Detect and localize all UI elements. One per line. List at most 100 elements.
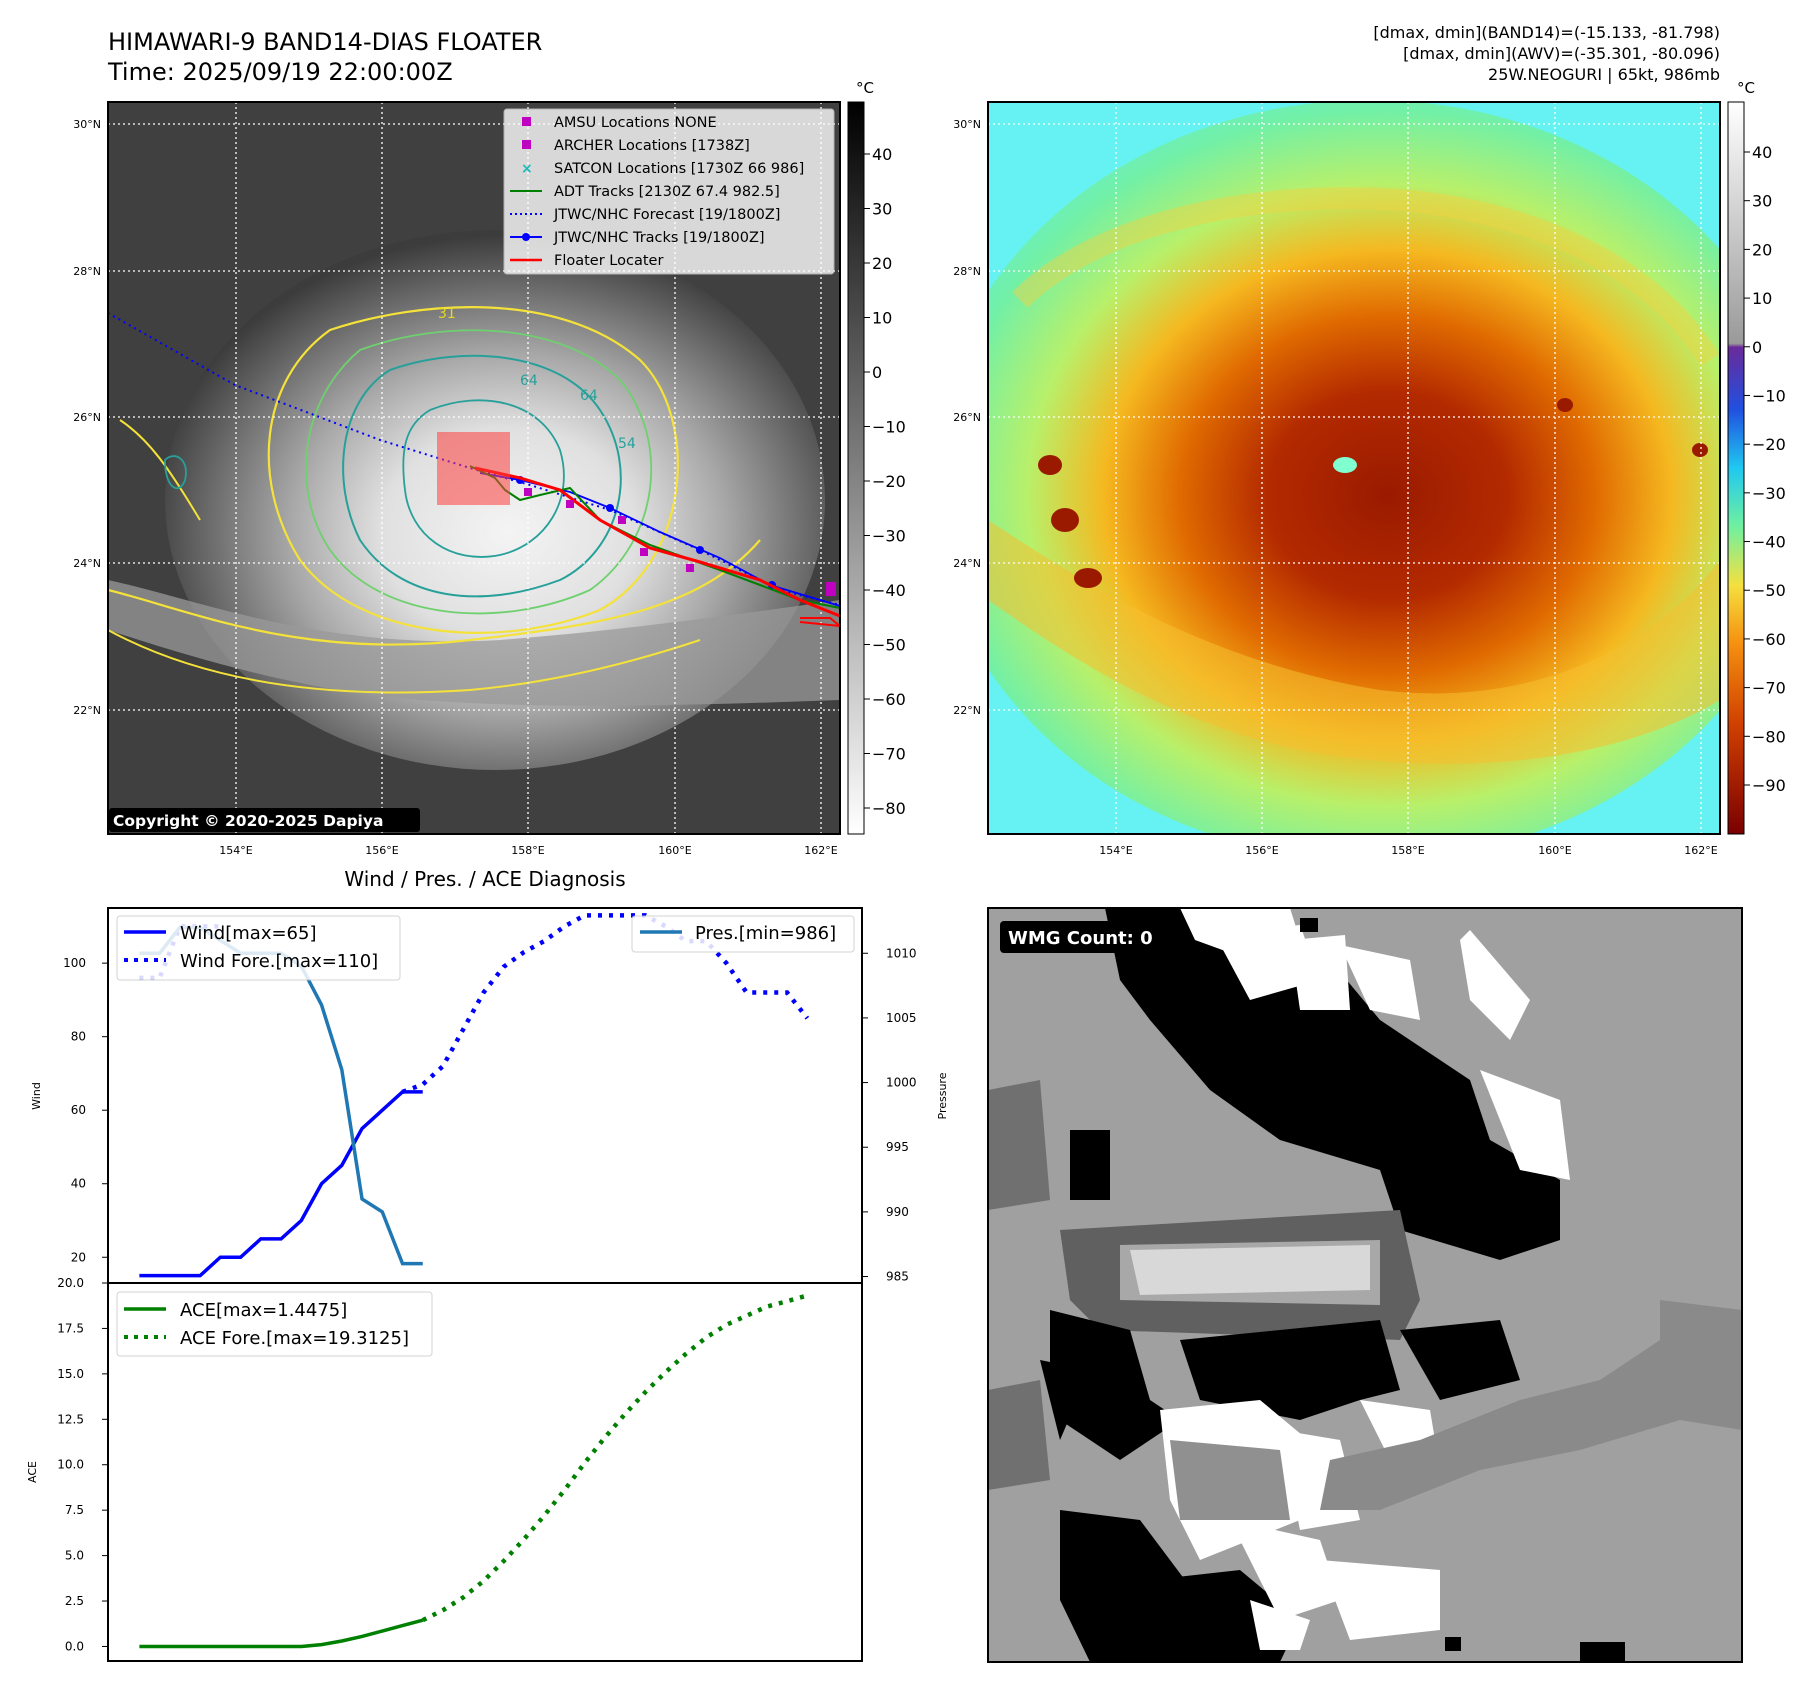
contour-label-54: 54 [618, 436, 636, 452]
ace-tick-label: 20.0 [57, 1276, 84, 1290]
awv-map-panel: 30°N 28°N 26°N 24°N 22°N 154°E 156°E 158… [953, 101, 1721, 857]
lat-30: 30°N [73, 118, 101, 131]
gray-colorbar-tick-label: −60 [872, 690, 906, 709]
legend-amsu-icon [522, 117, 531, 126]
color-colorbar-tick-label: −60 [1752, 630, 1786, 649]
ace-tick-label: 0.0 [65, 1639, 84, 1653]
wind-axis-label: Wind [30, 1082, 43, 1110]
series-wind-line [139, 1090, 423, 1278]
map-gridlines [108, 102, 840, 834]
legend-satcon-icon: × [521, 161, 533, 177]
ace-tick-label: 15.0 [57, 1367, 84, 1381]
lat-28: 28°N [73, 265, 101, 278]
pressure-tick-label: 1005 [886, 1011, 917, 1025]
wmg-right-band [1320, 1300, 1742, 1510]
color-colorbar-tick-label: −40 [1752, 533, 1786, 552]
color-colorbar-tick-label: −70 [1752, 679, 1786, 698]
gray-colorbar-tick-label: −80 [872, 799, 906, 818]
wind-tick-label: 60 [71, 1103, 86, 1117]
gray-colorbar-tick-label: 10 [872, 309, 892, 328]
color-colorbar-tick-label: −30 [1752, 484, 1786, 503]
wind-tick-label: 100 [63, 956, 86, 970]
color-colorbar-tick-label: −90 [1752, 776, 1786, 795]
diagnosis-title: Wind / Pres. / ACE Diagnosis [344, 867, 625, 891]
gray-colorbar-tick-label: 20 [872, 254, 892, 273]
awv-lat-24: 24°N [953, 557, 981, 570]
lat-24: 24°N [73, 557, 101, 570]
contour-green [305, 329, 653, 615]
floater-locater-track [474, 466, 840, 618]
lon-160: 160°E [658, 844, 691, 857]
legend-floater: Floater Locater [554, 253, 663, 269]
color-colorbar-tick-label: 40 [1752, 143, 1772, 162]
ace-legend: ACE[max=1.4475] ACE Fore.[max=19.3125] [116, 1291, 433, 1357]
wind-legend: Wind[max=65] Wind Fore.[max=110] [116, 915, 401, 981]
wind-tick-label: 80 [71, 1030, 86, 1044]
color-colorbar-tick-label: −10 [1752, 386, 1786, 405]
awv-lat-labels: 30°N 28°N 26°N 24°N 22°N [953, 118, 981, 717]
color-colorbar-tick-label: 20 [1752, 240, 1772, 259]
figure-time: Time: 2025/09/19 22:00:00Z [107, 58, 453, 86]
ace-tick-label: 10.0 [57, 1458, 84, 1472]
color-colorbar-tick-label: 30 [1752, 192, 1772, 211]
copyright-text: Copyright © 2020-2025 Dapiya [113, 812, 383, 830]
legend-archer: ARCHER Locations [1738Z] [554, 138, 750, 154]
map-legend: AMSU Locations NONE ARCHER Locations [17… [503, 108, 835, 275]
color-colorbar: °C 40 30 20 10 0 −10 −20 −30 −40 −50 −60 −70 −80 −90 [1727, 79, 1786, 835]
legend-satcon: SATCON Locations [1730Z 66 986] [554, 161, 804, 177]
color-colorbar-tick-label: −80 [1752, 727, 1786, 746]
legend-amsu: AMSU Locations NONE [554, 115, 717, 131]
wind-pressure-chart: 20 40 60 80 100 985 990 995 1000 1005 1010 Wind P… [30, 907, 949, 1284]
gray-colorbar-unit: °C [856, 79, 874, 97]
awv-lat-22: 22°N [953, 704, 981, 717]
contour-label-31: 31 [438, 306, 456, 322]
pressure-tick-label: 1010 [886, 946, 917, 960]
gray-colorbar-tick-label: 0 [872, 363, 882, 382]
ace-tick-label: 5.0 [65, 1549, 84, 1563]
awv-gridlines [988, 102, 1720, 834]
gray-colorbar-tick-label: 40 [872, 145, 892, 164]
wind-tick-label: 40 [71, 1177, 86, 1191]
color-colorbar-tick-label: 0 [1752, 338, 1762, 357]
ace-tick-label: 17.5 [57, 1321, 84, 1335]
figure-title: HIMAWARI-9 BAND14-DIAS FLOATER [108, 28, 542, 56]
legend-wind-fore: Wind Fore.[max=110] [180, 951, 378, 972]
floater-box [437, 432, 510, 505]
gray-colorbar-tick-label: −50 [872, 636, 906, 655]
gray-colorbar: °C 40 30 20 10 0 −10 −20 −30 −40 −50 −60 −70 −80 [847, 79, 906, 835]
ace-axis-label: ACE [26, 1461, 39, 1483]
color-colorbar-unit: °C [1737, 79, 1755, 97]
wmg-black-cloud-top [1105, 908, 1560, 1260]
color-colorbar-tick-label: 10 [1752, 289, 1772, 308]
lon-158: 158°E [511, 844, 544, 857]
awv-lon-158: 158°E [1391, 844, 1424, 857]
pressure-tick-label: 985 [886, 1270, 909, 1284]
awv-lat-28: 28°N [953, 265, 981, 278]
awv-lon-160: 160°E [1538, 844, 1571, 857]
color-colorbar-tick-label: −20 [1752, 435, 1786, 454]
wmg-panel: WMG Count: 0 [987, 907, 1743, 1663]
archer-markers [524, 488, 836, 596]
dmax-band14: [dmax, dmin](BAND14)=(-15.133, -81.798) [1373, 23, 1720, 42]
legend-ace-fore: ACE Fore.[max=19.3125] [180, 1328, 409, 1349]
contour-teal [342, 354, 622, 598]
awv-lon-labels: 154°E 156°E 158°E 160°E 162°E [1099, 844, 1717, 857]
awv-lat-26: 26°N [953, 411, 981, 424]
legend-tracks: JTWC/NHC Tracks [19/1800Z] [553, 230, 765, 246]
ace-tick-label: 12.5 [57, 1412, 84, 1426]
ace-tick-label: 7.5 [65, 1503, 84, 1517]
gray-colorbar-tick-label: −20 [872, 472, 906, 491]
pressure-legend: Pres.[min=986] [631, 915, 855, 953]
pressure-tick-label: 1000 [886, 1076, 917, 1090]
gray-colorbar-tick-label: −30 [872, 527, 906, 546]
gray-colorbar-tick-label: 30 [872, 200, 892, 219]
gray-colorbar-tick-label: −70 [872, 745, 906, 764]
lat-22: 22°N [73, 704, 101, 717]
awv-lon-162: 162°E [1684, 844, 1717, 857]
pressure-tick-label: 990 [886, 1205, 909, 1219]
storm-eye [1333, 457, 1357, 473]
wmg-count-badge [1000, 921, 1180, 953]
gray-colorbar-tick-label: −10 [872, 418, 906, 437]
legend-wind: Wind[max=65] [180, 923, 317, 944]
map-lon-labels: 154°E 156°E 158°E 160°E 162°E [219, 844, 837, 857]
